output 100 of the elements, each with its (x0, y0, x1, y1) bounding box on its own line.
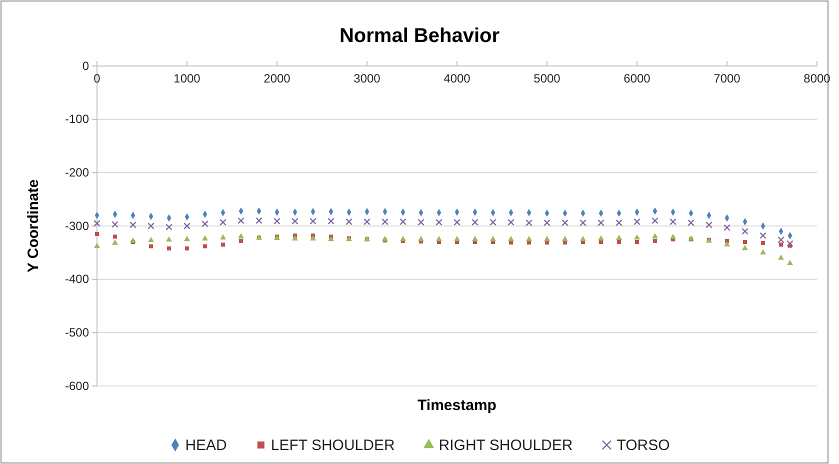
point (202, 220, 208, 228)
y-tick-label: -600 (64, 378, 90, 393)
x-tick-label: 2000 (264, 72, 291, 86)
point (742, 244, 748, 250)
point (310, 218, 316, 225)
x-tick-label: 3000 (354, 72, 381, 86)
legend-label: HEAD (185, 437, 228, 454)
point (239, 238, 243, 243)
point (95, 232, 99, 236)
legend-label: LEFT SHOULDER (270, 437, 395, 454)
point (400, 218, 406, 226)
point (418, 236, 424, 242)
chart-title: Normal Behavior (339, 25, 500, 47)
point (635, 240, 639, 244)
point (670, 234, 676, 239)
point (490, 236, 496, 242)
point (508, 236, 514, 242)
point (472, 218, 478, 226)
point (562, 236, 568, 242)
point (634, 234, 640, 240)
point (652, 217, 658, 224)
point (328, 236, 334, 242)
point (742, 228, 748, 235)
point (94, 242, 100, 248)
point (472, 236, 478, 242)
legend-label: TORSO (616, 437, 670, 454)
x-tick-label: 0 (94, 72, 101, 86)
y-tick-label: -500 (64, 326, 90, 340)
point (743, 240, 747, 244)
point (94, 220, 100, 227)
x-tick-label: 8000 (804, 72, 831, 86)
point (786, 260, 794, 266)
y-tick-label: -300 (64, 218, 90, 233)
point (203, 244, 207, 248)
point (274, 218, 280, 225)
point (185, 246, 189, 250)
point (112, 221, 118, 228)
point (382, 218, 388, 226)
point (670, 218, 676, 226)
point (778, 254, 784, 260)
point (544, 219, 550, 226)
point (149, 244, 153, 248)
x-tick-label: 6000 (624, 72, 651, 86)
point (256, 217, 262, 224)
y-tick-label: -200 (64, 166, 90, 180)
point (167, 246, 171, 250)
point (580, 219, 586, 226)
x-tick-label: 4000 (444, 72, 471, 86)
point (328, 218, 334, 225)
point (166, 236, 172, 242)
point (382, 236, 388, 242)
point (617, 240, 621, 244)
point (400, 236, 406, 242)
point (688, 219, 694, 226)
x-tick-label: 7000 (714, 72, 741, 86)
point (364, 218, 370, 226)
point (724, 241, 730, 246)
point (490, 218, 496, 226)
point (113, 234, 117, 239)
y-tick-label: -100 (64, 112, 90, 126)
point (598, 235, 604, 241)
point (786, 240, 794, 247)
point (508, 218, 514, 226)
point (760, 232, 766, 239)
point (562, 219, 568, 226)
point (436, 218, 442, 226)
y-tick-label: 0 (82, 58, 90, 73)
point (130, 222, 136, 228)
point (418, 218, 424, 226)
point (238, 233, 244, 238)
x-axis-title: Timestamp (418, 397, 496, 414)
point (454, 236, 460, 242)
point (202, 235, 208, 241)
point (292, 218, 298, 225)
point (652, 233, 658, 238)
point (221, 242, 225, 247)
point (634, 218, 640, 226)
point (580, 236, 586, 242)
point (761, 241, 765, 246)
x-tick-label: 5000 (534, 72, 561, 86)
point (346, 218, 352, 226)
point (724, 224, 730, 231)
point (653, 238, 657, 243)
point (220, 218, 226, 226)
point (526, 236, 532, 242)
point (526, 219, 532, 226)
point (112, 240, 118, 245)
point (148, 222, 154, 230)
point (238, 217, 244, 224)
legend-label: RIGHT SHOULDER (438, 437, 573, 454)
point (436, 236, 442, 242)
point (616, 234, 622, 240)
point (184, 236, 190, 242)
point (778, 236, 784, 244)
point (454, 218, 460, 226)
point (779, 242, 783, 247)
point (760, 249, 766, 254)
y-axis-title: Y Coordinate (25, 179, 42, 273)
x-tick-label: 1000 (174, 72, 201, 86)
y-tick-label: -400 (64, 272, 90, 286)
